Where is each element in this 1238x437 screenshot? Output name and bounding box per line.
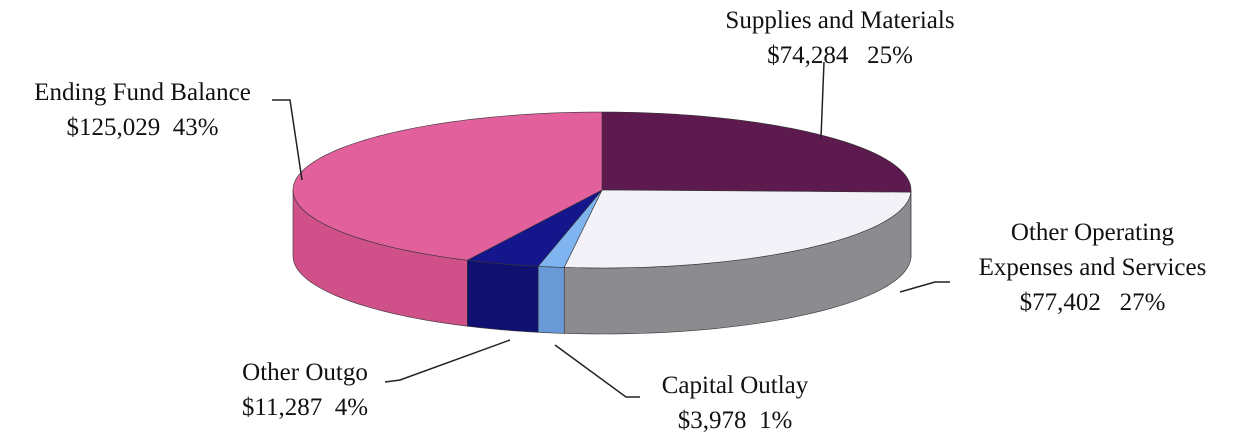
leader-line (554, 344, 640, 398)
slice-label: Supplies and Materials $74,284 25% (700, 3, 980, 73)
leader-line (899, 281, 950, 293)
slice-side (466, 259, 539, 333)
percent-label: 4% (334, 394, 369, 421)
slice-side (537, 265, 565, 334)
slice (466, 189, 603, 267)
leader-lines (272, 61, 950, 398)
slice-label: Other Outgo $11,287 4% (210, 355, 400, 425)
category-label: Other Operating Expenses and Services (978, 219, 1207, 281)
value-label: $74,284 (767, 42, 849, 69)
percent-label: 43% (172, 114, 219, 141)
leader-line (384, 339, 511, 383)
leader-line (820, 61, 825, 139)
slice (601, 111, 912, 193)
category-label: Ending Fund Balance (34, 79, 251, 106)
percent-label: 25% (867, 42, 913, 69)
leader-line (272, 99, 303, 181)
percent-label: 1% (758, 407, 793, 434)
category-label: Other Outgo (242, 359, 368, 386)
percent-label: 27% (1119, 289, 1166, 316)
slice-label: Other Operating Expenses and Services $77… (945, 215, 1238, 320)
value-label: $125,029 (66, 114, 161, 141)
value-label: $77,402 (1019, 289, 1101, 316)
slice-label: Ending Fund Balance $125,029 43% (0, 75, 285, 145)
slice (563, 189, 912, 269)
category-label: Capital Outlay (661, 372, 809, 399)
slice-label: Capital Outlay $3,978 1% (620, 368, 850, 437)
category-label: Supplies and Materials (725, 7, 955, 34)
value-label: $3,978 (677, 407, 747, 434)
value-label: $11,287 (241, 394, 323, 421)
